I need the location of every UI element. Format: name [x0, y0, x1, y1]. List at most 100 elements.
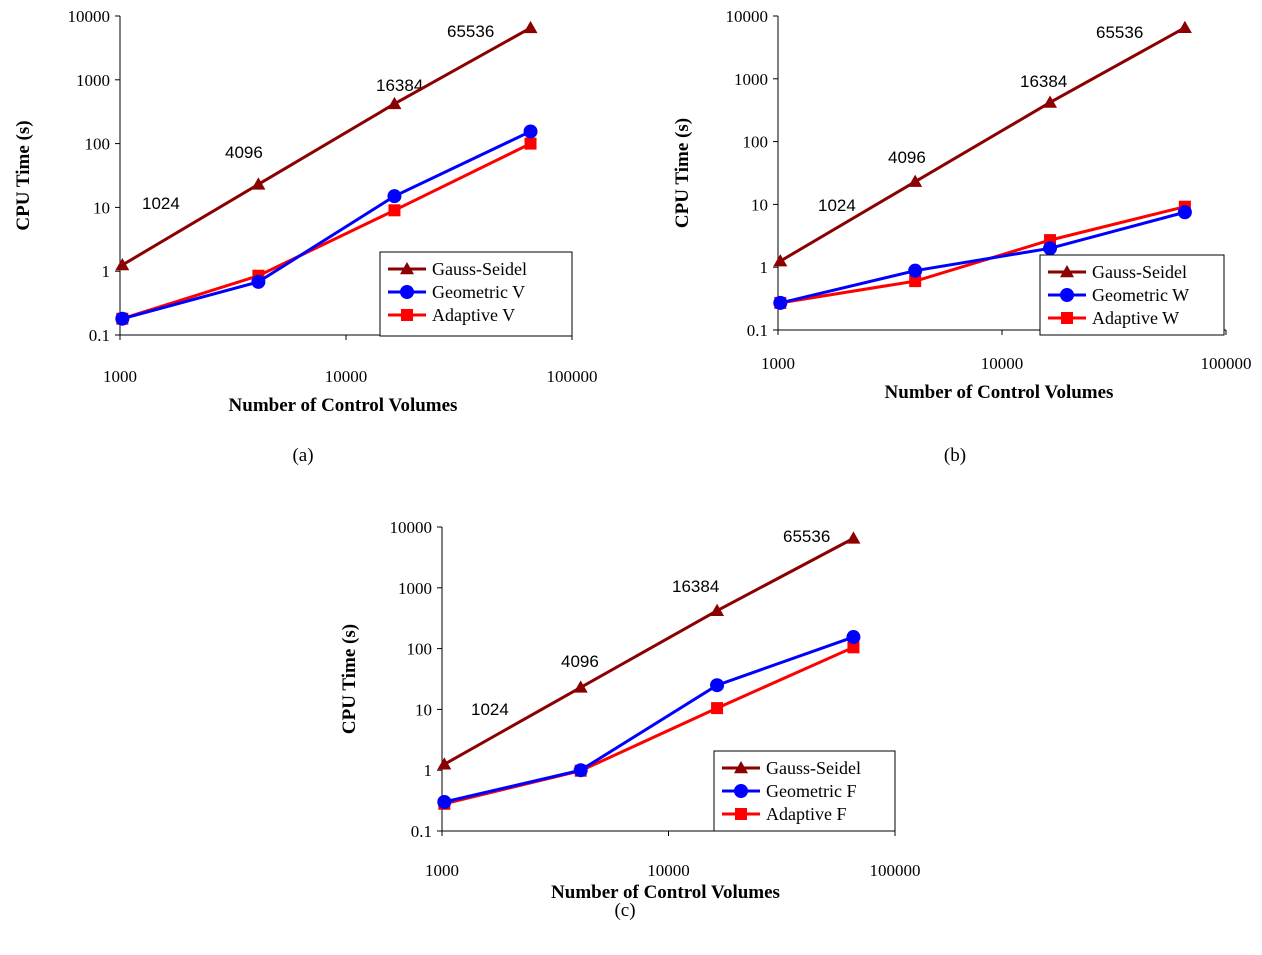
y-tick-label: 10	[93, 198, 110, 217]
legend-item: Adaptive V	[388, 305, 515, 325]
legend-item: Gauss-Seidel	[722, 758, 861, 778]
y-tick-label: 0.1	[747, 321, 768, 340]
y-tick-label: 1	[102, 262, 111, 281]
x-axis-title: Number of Control Volumes	[885, 382, 1114, 403]
y-tick-label: 10000	[726, 7, 769, 26]
y-tick-label: 10	[415, 700, 432, 719]
data-point	[573, 680, 588, 693]
data-point	[437, 757, 452, 770]
chart-c: 0.1 1 10 100 1000 10000 1000 10000 100000 Number …	[339, 518, 921, 921]
data-point	[1061, 312, 1073, 324]
series-line	[443, 635, 854, 804]
data-point	[251, 177, 266, 190]
data-point	[710, 678, 725, 693]
data-point	[115, 311, 130, 326]
data-point	[524, 137, 537, 150]
chart-b: 0.1 1 10 100 1000 10000 1000 10000 100000 Number …	[672, 7, 1252, 466]
point-label: 4096	[561, 652, 599, 671]
y-axis-title: CPU Time (s)	[13, 120, 34, 230]
data-point	[400, 262, 414, 275]
y-tick-label: 1000	[398, 579, 432, 598]
point-label: 1024	[818, 196, 856, 215]
data-point	[908, 263, 923, 278]
point-label: 16384	[672, 577, 719, 596]
y-tick-label: 100	[85, 135, 111, 154]
legend-label: Adaptive W	[1092, 308, 1179, 328]
point-label: 4096	[888, 148, 926, 167]
data-point	[401, 309, 413, 321]
x-tick-label: 100000	[547, 367, 598, 386]
legend-label: Adaptive F	[766, 804, 847, 824]
data-point	[1177, 20, 1192, 33]
data-point	[909, 275, 922, 288]
data-point	[734, 761, 748, 774]
data-point	[711, 702, 724, 715]
chart-caption: (b)	[944, 445, 966, 466]
legend-item: Adaptive W	[1048, 308, 1179, 328]
point-label: 65536	[1096, 23, 1143, 42]
x-tick-label: 1000	[425, 861, 459, 880]
legend-label: Gauss-Seidel	[766, 758, 861, 778]
data-point	[734, 784, 748, 798]
y-tick-label: 10000	[68, 7, 111, 26]
y-axis-title: CPU Time (s)	[339, 624, 360, 734]
data-point	[388, 204, 401, 217]
legend: Gauss-Seidel Geometric V Adaptive V	[379, 251, 573, 337]
data-point	[387, 96, 402, 110]
y-tick-label: 0.1	[89, 326, 110, 345]
legend-item: Adaptive F	[722, 804, 847, 824]
x-tick-label: 1000	[103, 367, 137, 386]
x-tick-label: 1000	[761, 354, 795, 373]
x-tick-label: 100000	[1201, 354, 1252, 373]
legend-item: Geometric F	[722, 781, 856, 801]
data-point	[1043, 95, 1058, 108]
point-label: 1024	[471, 700, 509, 719]
y-tick-label: 0.1	[411, 822, 432, 841]
data-point	[1043, 241, 1058, 256]
x-tick-label: 100000	[870, 861, 921, 880]
series-line	[121, 142, 532, 321]
x-axis-title: Number of Control Volumes	[229, 395, 458, 416]
legend: Gauss-Seidel Geometric W Adaptive W	[1039, 254, 1225, 336]
legend-label: Geometric V	[432, 282, 525, 302]
series-line	[779, 26, 1186, 263]
data-point	[523, 124, 538, 139]
legend-label: Geometric F	[766, 781, 856, 801]
y-tick-label: 1000	[76, 71, 110, 90]
x-tick-label: 10000	[981, 354, 1024, 373]
legend-item: Geometric V	[388, 282, 525, 302]
data-point	[1177, 205, 1192, 220]
series-line	[443, 537, 855, 766]
data-point	[846, 531, 861, 544]
data-point	[573, 763, 588, 778]
data-point	[1060, 288, 1074, 302]
data-point	[846, 630, 861, 645]
data-point	[908, 174, 923, 187]
data-point	[773, 295, 788, 310]
data-point	[710, 603, 725, 616]
data-point	[1060, 265, 1074, 278]
point-label: 4096	[225, 143, 263, 162]
chart-a: 0.1 1 10 100 1000 10000 1000 10000 100000 Number …	[13, 7, 598, 466]
data-point	[735, 808, 747, 820]
data-point	[115, 258, 130, 271]
series-gauss-seidel	[115, 20, 538, 271]
data-point	[773, 254, 788, 267]
y-tick-label: 10	[751, 195, 768, 214]
series-line	[121, 130, 532, 321]
y-tick-label: 100	[407, 640, 433, 659]
y-tick-label: 1	[760, 258, 769, 277]
legend: Gauss-Seidel Geometric F Adaptive F	[713, 750, 896, 832]
point-label: 65536	[783, 527, 830, 546]
y-axis-title: CPU Time (s)	[672, 118, 693, 228]
point-label: 65536	[447, 22, 494, 41]
series-line	[121, 26, 532, 267]
y-tick-label: 100	[743, 133, 769, 152]
legend-item: Gauss-Seidel	[1048, 262, 1187, 282]
series-gauss-seidel	[437, 531, 861, 770]
data-point	[251, 274, 266, 289]
y-tick-label: 1	[424, 761, 433, 780]
series-geometric-f	[437, 630, 861, 809]
point-label: 16384	[1020, 72, 1067, 91]
